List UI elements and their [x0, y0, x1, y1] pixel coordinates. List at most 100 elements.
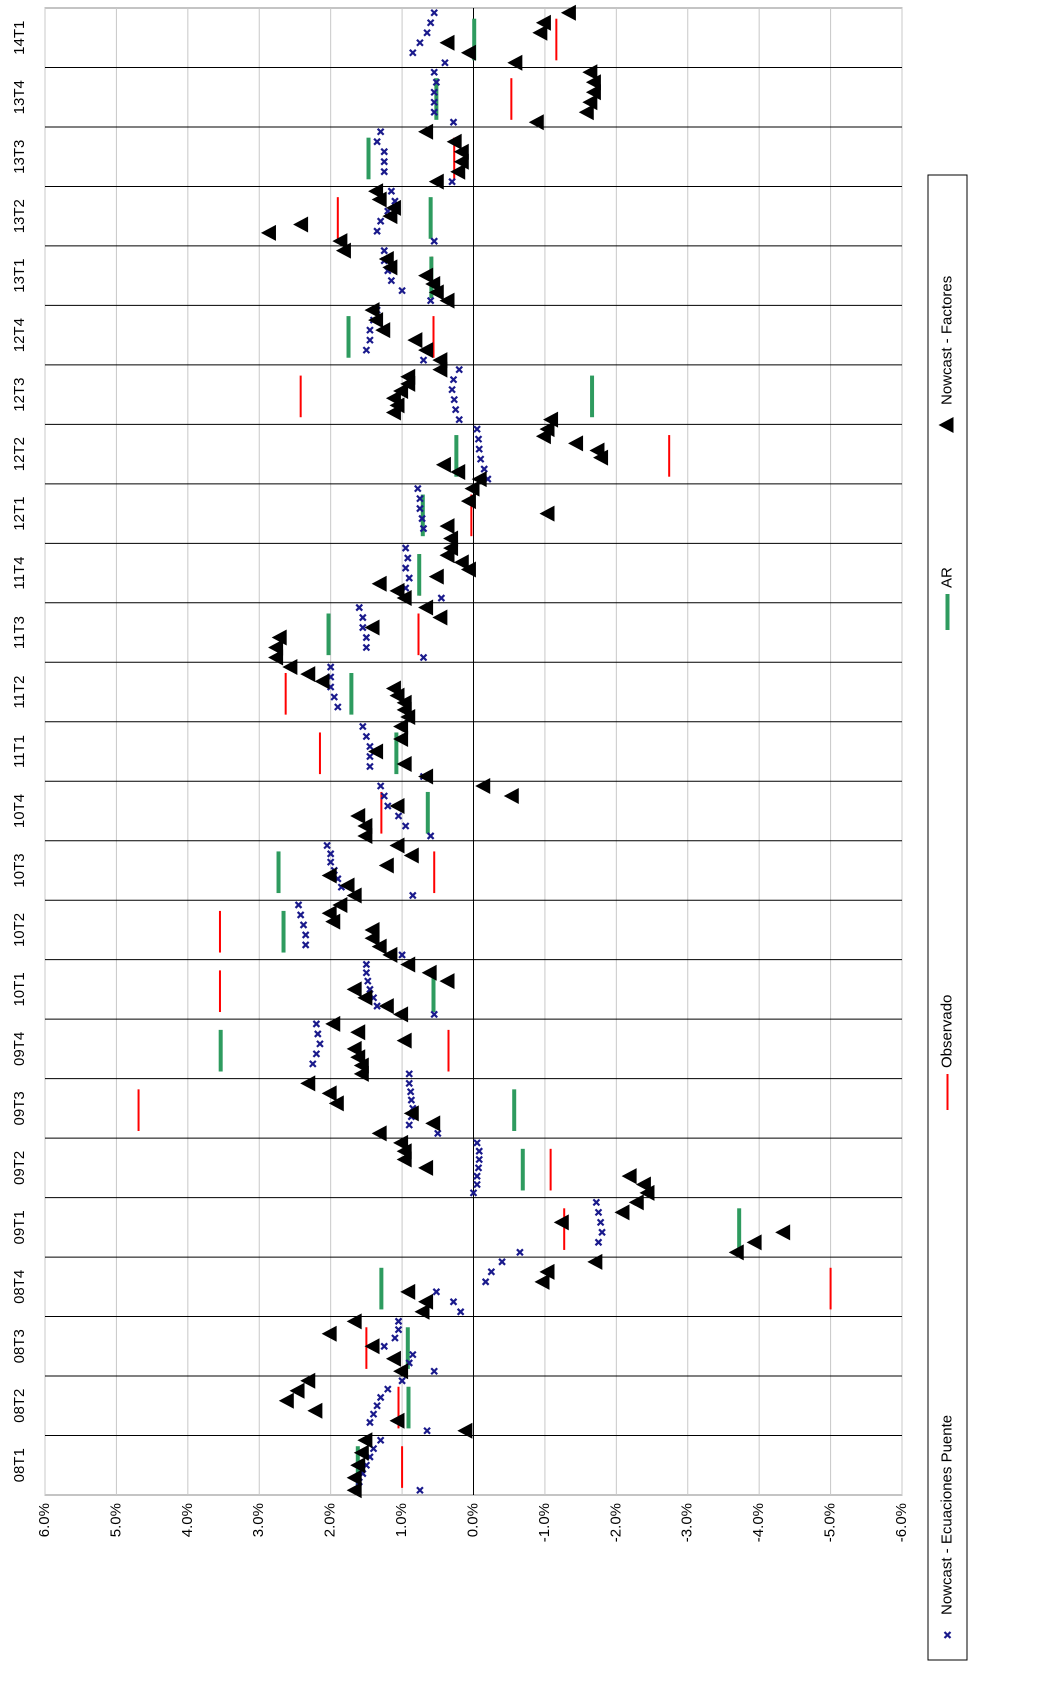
point-marker [369, 1410, 378, 1418]
point-marker [362, 968, 371, 977]
legend-label: AR [938, 567, 955, 588]
y-tick-label: 0.0% [464, 1503, 481, 1537]
point-marker [409, 48, 417, 57]
x-tick-label: 12T4 [11, 318, 28, 352]
point-marker [457, 1422, 473, 1439]
point-marker [596, 1218, 605, 1227]
point-marker [426, 18, 435, 27]
x-tick-label: 11T1 [11, 735, 28, 768]
chart-body: -6.0% -5.0% -4.0% -3.0% -2.0% -1.0% 0.0% 1.0% 2.… [11, 4, 968, 1661]
y-tick-label: -1.0% [536, 1503, 553, 1542]
point-marker [346, 887, 362, 904]
point-marker [366, 762, 374, 771]
point-marker [560, 4, 576, 21]
point-marker [346, 1313, 362, 1330]
point-marker [393, 1134, 409, 1151]
x-tick-label: 13T4 [11, 80, 28, 114]
point-marker [346, 1482, 362, 1499]
point-marker [443, 530, 459, 547]
point-marker [398, 1377, 406, 1385]
x-tick-label: 09T2 [11, 1151, 28, 1185]
point-marker [418, 1293, 434, 1310]
x-tick-label: 11T4 [11, 557, 28, 590]
point-marker [432, 1288, 441, 1296]
point-marker [271, 629, 287, 646]
point-marker [407, 1096, 416, 1104]
point-marker [296, 911, 305, 919]
point-marker [450, 163, 466, 180]
point-marker [455, 365, 463, 374]
x-tick-label: 13T2 [11, 199, 28, 233]
point-marker [387, 187, 396, 195]
point-marker [382, 208, 398, 225]
point-marker [366, 742, 374, 751]
point-marker [469, 1189, 478, 1197]
point-marker [393, 1363, 409, 1380]
x-tick-label: 08T4 [11, 1270, 28, 1304]
legend-label: Nowcast - Ecuaciones Puente [938, 1415, 955, 1615]
point-marker [439, 34, 455, 51]
point-marker [309, 1060, 317, 1068]
point-marker [473, 1172, 481, 1180]
point-marker [359, 623, 367, 632]
point-marker [371, 938, 387, 955]
point-marker [453, 554, 469, 571]
point-marker [389, 837, 405, 854]
point-marker [384, 802, 392, 810]
point-marker [364, 977, 372, 985]
point-marker [362, 732, 371, 741]
point-marker [594, 1208, 603, 1217]
point-marker [437, 594, 446, 602]
point-marker [418, 123, 434, 140]
point-marker [362, 643, 371, 652]
point-marker [474, 435, 483, 443]
point-marker [375, 322, 391, 339]
point-marker [430, 237, 438, 245]
point-marker [368, 183, 384, 200]
point-marker [394, 1325, 403, 1334]
point-marker [339, 877, 355, 894]
point-marker [382, 946, 398, 963]
point-marker [380, 792, 389, 800]
point-marker [300, 1372, 316, 1389]
point-marker [503, 787, 519, 804]
point-marker [373, 137, 381, 146]
y-tick-label: 3.0% [250, 1503, 267, 1537]
point-marker [416, 494, 424, 503]
point-marker [539, 1263, 555, 1280]
point-marker [434, 1129, 442, 1138]
point-marker [439, 292, 455, 309]
point-marker [346, 1040, 362, 1057]
point-marker [475, 777, 491, 794]
x-tick-label: 11T3 [11, 616, 28, 649]
point-marker [400, 368, 416, 385]
point-marker [528, 114, 544, 131]
point-marker [435, 456, 451, 473]
point-marker [432, 609, 448, 626]
point-marker [405, 1079, 414, 1088]
point-marker [423, 1426, 431, 1435]
point-marker [389, 797, 405, 814]
point-marker [371, 575, 387, 592]
point-marker [589, 442, 605, 459]
point-marker [614, 1204, 630, 1221]
point-marker [368, 743, 384, 760]
point-marker [362, 346, 371, 354]
point-marker [393, 731, 409, 748]
point-marker [487, 1268, 496, 1276]
point-marker [401, 822, 410, 830]
point-marker [366, 1418, 374, 1427]
point-marker [378, 251, 394, 268]
legend-box [927, 174, 968, 1661]
point-marker [362, 633, 371, 642]
point-marker [396, 755, 412, 772]
point-marker [366, 336, 374, 344]
point-marker [385, 390, 401, 407]
point-marker [418, 342, 434, 359]
point-marker [418, 768, 434, 785]
point-marker [312, 1050, 321, 1058]
point-marker [543, 411, 559, 428]
point-marker [380, 246, 389, 255]
point-marker [439, 973, 455, 990]
point-marker [473, 1180, 481, 1189]
